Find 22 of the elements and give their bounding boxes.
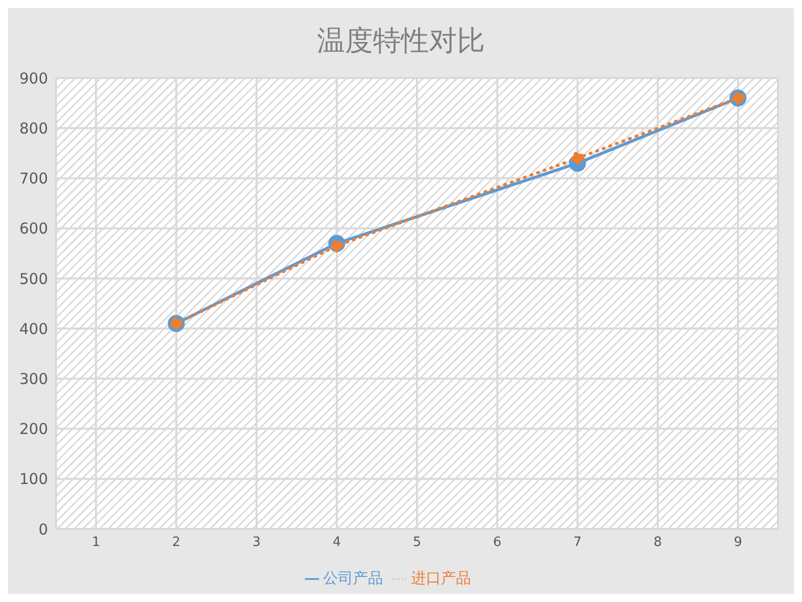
y-tick-label: 900	[19, 69, 48, 88]
legend-label: 进口产品	[411, 569, 471, 587]
x-tick-label: 9	[734, 535, 742, 550]
y-tick-label: 100	[19, 470, 48, 488]
y-tick-label: 800	[19, 119, 48, 138]
x-tick-label: 5	[412, 535, 422, 550]
chart-title: 温度特性对比	[316, 23, 486, 59]
y-tick-label: 300	[19, 370, 48, 388]
legend-label: 公司产品	[323, 569, 383, 587]
y-tick-label: 0	[38, 520, 48, 538]
y-tick-label: 400	[19, 320, 48, 338]
y-tick-label: 200	[19, 420, 48, 438]
x-tick-label: 4	[332, 535, 341, 550]
x-tick-label: 3	[252, 535, 261, 550]
y-tick-label: 600	[19, 220, 48, 238]
y-tick-label: 500	[19, 270, 48, 288]
y-tick-label: 700	[19, 170, 48, 188]
x-tick-label: 7	[573, 535, 582, 550]
x-tick-label: 2	[172, 535, 180, 550]
x-tick-label: 6	[493, 535, 502, 550]
x-tick-label: 8	[654, 535, 662, 550]
x-tick-label: 1	[92, 535, 100, 550]
